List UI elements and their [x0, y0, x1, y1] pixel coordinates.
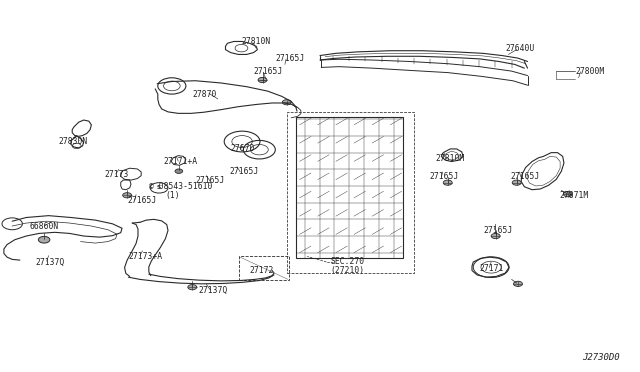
- Circle shape: [123, 193, 132, 198]
- Text: 27871M: 27871M: [559, 191, 589, 200]
- Text: 27165J: 27165J: [483, 226, 513, 235]
- Text: 27830N: 27830N: [58, 137, 88, 146]
- Text: 27165J: 27165J: [127, 196, 156, 205]
- Circle shape: [175, 169, 182, 173]
- Text: 27165J: 27165J: [275, 54, 305, 62]
- Circle shape: [282, 100, 291, 105]
- Text: 27172: 27172: [250, 266, 274, 275]
- Text: 27165J: 27165J: [510, 172, 540, 181]
- Circle shape: [444, 180, 452, 185]
- Text: © 08543-51610: © 08543-51610: [149, 182, 212, 191]
- Text: 27870: 27870: [192, 90, 217, 99]
- Text: 27800M: 27800M: [575, 67, 605, 76]
- Text: J2730D0: J2730D0: [582, 353, 620, 362]
- Text: SEC.270: SEC.270: [330, 257, 364, 266]
- Text: 27165J: 27165J: [253, 67, 282, 76]
- Text: 27640U: 27640U: [505, 44, 534, 53]
- Text: 27165J: 27165J: [229, 167, 259, 176]
- Circle shape: [258, 77, 267, 83]
- Circle shape: [188, 285, 196, 290]
- Text: (1): (1): [166, 191, 180, 200]
- Text: 27173+A: 27173+A: [129, 252, 163, 261]
- Text: 27670: 27670: [230, 144, 255, 153]
- Text: 27137Q: 27137Q: [36, 257, 65, 266]
- Text: 27810M: 27810M: [435, 154, 464, 163]
- Circle shape: [513, 281, 522, 286]
- Text: 66860N: 66860N: [29, 222, 59, 231]
- Circle shape: [38, 236, 50, 243]
- Text: 27171: 27171: [479, 264, 504, 273]
- Text: 27171+A: 27171+A: [164, 157, 198, 166]
- Circle shape: [512, 180, 521, 185]
- Text: 27810N: 27810N: [241, 37, 271, 46]
- Circle shape: [491, 234, 500, 238]
- Text: 27173: 27173: [104, 170, 129, 179]
- Circle shape: [563, 192, 572, 197]
- Text: 27165J: 27165J: [195, 176, 225, 185]
- Text: (27210): (27210): [330, 266, 364, 275]
- Text: S: S: [157, 185, 161, 190]
- Text: 27165J: 27165J: [430, 172, 459, 181]
- Circle shape: [259, 78, 266, 82]
- Text: 27137Q: 27137Q: [198, 286, 228, 295]
